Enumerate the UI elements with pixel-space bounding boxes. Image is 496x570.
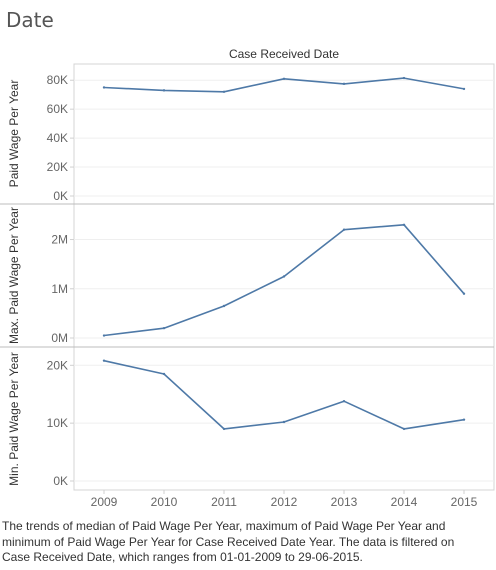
x-tick-label: 2013	[331, 495, 358, 509]
data-point-median	[342, 82, 346, 86]
y-tick-label: 20K	[47, 358, 68, 372]
line-chart: Case Received Date 0K 20K 40K 60K 80K Paid Wa…	[0, 47, 495, 509]
data-point-median	[162, 89, 166, 92]
series-line-min	[103, 359, 465, 430]
data-point-min	[162, 372, 166, 376]
data-point-median	[462, 87, 466, 91]
y-tick-label: 40K	[47, 131, 68, 145]
data-point-min	[462, 418, 466, 421]
x-tick-label: 2014	[391, 495, 418, 509]
y-tick-label: 80K	[47, 73, 68, 87]
data-point-min	[222, 427, 226, 431]
data-point-median	[222, 90, 226, 94]
data-point-min	[102, 359, 106, 362]
x-tick-label: 2015	[451, 495, 478, 509]
data-point-max	[282, 275, 286, 278]
page-title: Date	[6, 8, 54, 32]
x-tick-label: 2010	[151, 495, 178, 509]
x-tick-label: 2009	[91, 495, 118, 509]
data-point-max	[222, 304, 226, 308]
data-point-median	[282, 77, 286, 80]
data-point-max	[342, 228, 346, 231]
chart-title: Case Received Date	[229, 47, 339, 61]
data-point-max	[102, 334, 106, 337]
y-tick-label: 20K	[47, 160, 68, 174]
y-tick-label: 0K	[53, 189, 68, 203]
y-tick-label: 1M	[51, 282, 68, 296]
y-axis-label-max: Max. Paid Wage Per Year	[7, 207, 21, 344]
y-tick-label: 0K	[53, 474, 68, 488]
y-tick-label: 60K	[47, 102, 68, 116]
x-tick-label: 2011	[211, 495, 237, 509]
data-point-min	[342, 399, 346, 403]
y-tick-label: 0M	[51, 331, 68, 345]
data-point-median	[402, 76, 406, 80]
data-point-max	[162, 326, 166, 330]
data-point-min	[282, 420, 286, 424]
data-point-median	[102, 86, 106, 89]
y-axis-label-median: Paid Wage Per Year	[7, 80, 21, 188]
y-axis-label-min: Min. Paid Wage Per Year	[7, 352, 21, 486]
data-point-max	[402, 223, 406, 226]
x-tick-label: 2012	[271, 495, 298, 509]
chart-caption: The trends of median of Paid Wage Per Ye…	[2, 519, 455, 564]
data-point-max	[462, 292, 466, 295]
data-point-min	[402, 427, 406, 431]
y-tick-label: 2M	[51, 233, 68, 247]
series-line-max	[103, 224, 465, 337]
y-tick-label: 10K	[47, 416, 68, 430]
